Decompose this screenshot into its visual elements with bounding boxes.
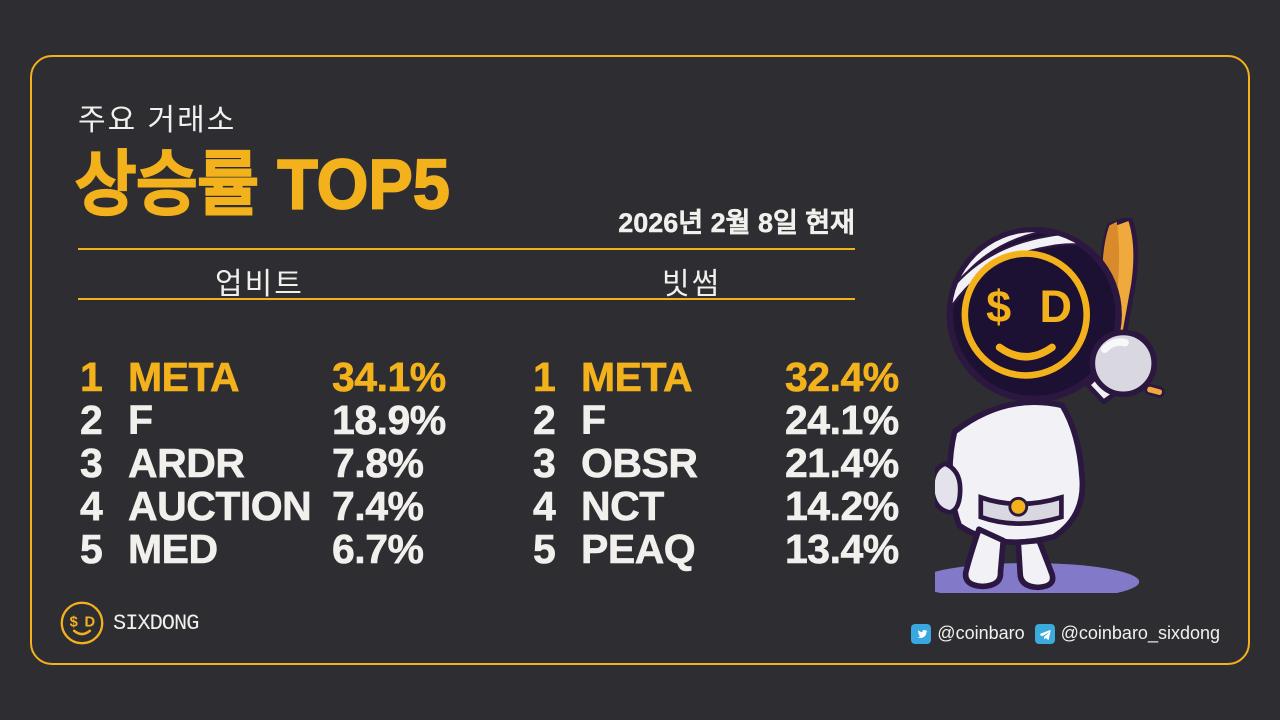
svg-text:D: D — [1040, 281, 1073, 332]
svg-text:D: D — [84, 615, 95, 631]
svg-text:$: $ — [70, 615, 78, 631]
svg-text:$: $ — [986, 281, 1011, 332]
